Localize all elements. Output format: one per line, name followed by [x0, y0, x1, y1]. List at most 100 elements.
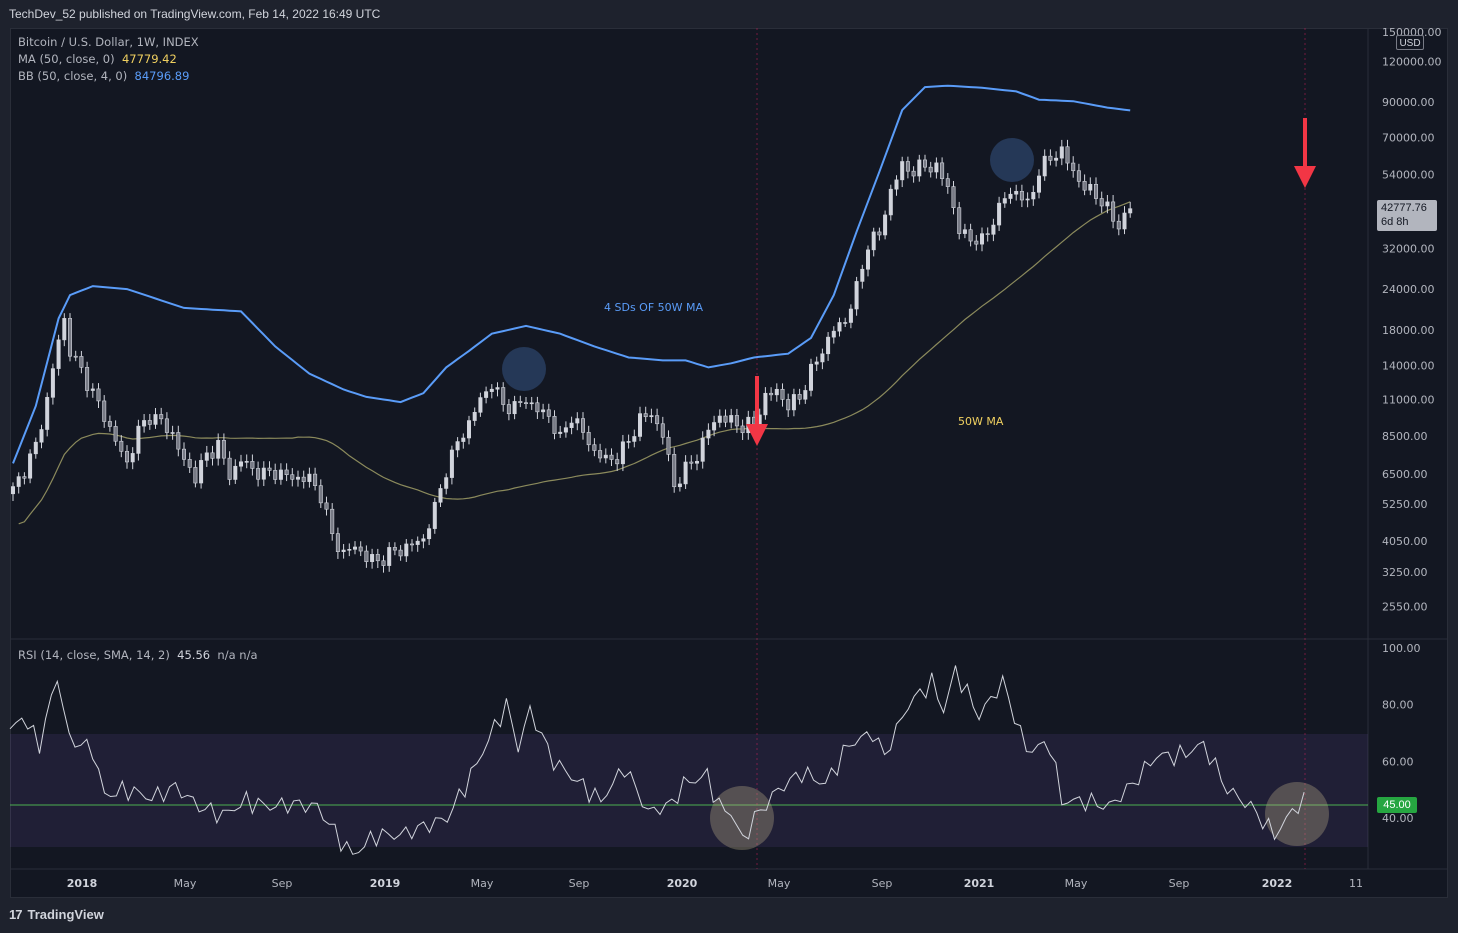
candle-body: [113, 426, 118, 442]
time-tick-label: 11: [1349, 877, 1363, 890]
candle-body: [797, 394, 802, 400]
candle-body: [62, 318, 67, 341]
candle-body: [313, 473, 318, 486]
candle-body: [917, 159, 922, 177]
highlight-circle-2019: [502, 347, 546, 391]
candle-body: [136, 425, 141, 454]
candle-body: [985, 233, 990, 235]
candle-body: [1128, 208, 1133, 214]
candle-body: [997, 202, 1002, 226]
candle-body: [415, 540, 420, 545]
ma-label: MA (50, close, 0): [18, 52, 115, 66]
candle-body: [239, 461, 244, 467]
candle-body: [1059, 146, 1064, 159]
publish-text: TechDev_52 published on TradingView.com,…: [9, 7, 381, 21]
candle-body: [877, 231, 882, 236]
candle-body: [552, 416, 557, 434]
time-tick-label: May: [1065, 877, 1088, 890]
currency-badge[interactable]: USD: [1396, 35, 1424, 50]
candle-body: [427, 528, 432, 540]
candle-body: [615, 459, 620, 465]
candle-body: [1071, 162, 1076, 172]
candle-body: [689, 461, 694, 464]
candle-body: [193, 467, 198, 484]
time-tick-label: 2019: [370, 877, 401, 890]
rsi-tick-label: 40.00: [1382, 812, 1414, 825]
tradingview-logo-icon: 17: [9, 907, 23, 922]
candle-body: [295, 476, 300, 480]
candle-body: [706, 429, 711, 439]
candle-body: [843, 322, 848, 324]
time-tick-label: Sep: [272, 877, 293, 890]
candle-body: [102, 400, 107, 422]
candle-body: [683, 461, 688, 485]
candle-body: [216, 440, 221, 459]
rsi-highlight-circle-2022: [1265, 782, 1329, 846]
candle-body: [717, 415, 722, 423]
candle-body: [860, 268, 865, 282]
candle-body: [643, 413, 648, 418]
candle-body: [461, 437, 466, 442]
chart-frame[interactable]: [10, 28, 1448, 898]
time-axis[interactable]: 2018 May Sep 2019 May Sep 2020 May Sep 2021 May Sep…: [67, 877, 1363, 890]
candle-body: [398, 549, 403, 557]
candle-body: [1105, 201, 1110, 207]
legend-bb[interactable]: BB (50, close, 4, 0) 84796.89: [18, 69, 189, 83]
candle-body: [375, 554, 380, 562]
candle-body: [33, 441, 38, 455]
candle-body: [370, 554, 375, 563]
tradingview-brand[interactable]: 17 TradingView: [9, 907, 104, 922]
candle-body: [814, 361, 819, 365]
candle-body: [307, 473, 312, 482]
rsi-label: RSI (14, close, SMA, 14, 2): [18, 648, 170, 662]
candle-body: [569, 422, 574, 428]
candle-body: [227, 457, 232, 480]
candle-body: [153, 414, 158, 425]
price-axis[interactable]: 150000.00120000.0090000.0070000.0054000.…: [1382, 26, 1442, 613]
highlight-circle-2021: [990, 138, 1034, 182]
time-tick-label: Sep: [1169, 877, 1190, 890]
ma-annotation: 50W MA: [958, 415, 1004, 428]
candle-body: [159, 414, 164, 420]
candle-body: [900, 161, 905, 181]
candle-body: [449, 449, 454, 478]
legend-rsi[interactable]: RSI (14, close, SMA, 14, 2) 45.56 n/a n/…: [18, 648, 258, 662]
candle-body: [284, 469, 289, 476]
candle-body: [598, 450, 603, 459]
candle-body: [221, 440, 226, 459]
candle-body: [888, 188, 893, 216]
candle-body: [147, 420, 152, 425]
candle-body: [854, 281, 859, 310]
candle-body: [11, 486, 16, 495]
candle-body: [90, 388, 95, 391]
candle-body: [865, 249, 870, 270]
candle-body: [575, 418, 580, 424]
candle-body: [535, 402, 540, 413]
legend-symbol[interactable]: Bitcoin / U.S. Dollar, 1W, INDEX: [18, 35, 199, 49]
candle-body: [301, 476, 306, 482]
time-tick-label: 2020: [667, 877, 698, 890]
price-tick-label: 11000.00: [1382, 393, 1435, 406]
candle-body: [957, 207, 962, 234]
candle-body: [1065, 146, 1070, 164]
candle-body: [626, 441, 631, 443]
candle-body: [256, 468, 261, 480]
legend-ma[interactable]: MA (50, close, 0) 47779.42: [18, 52, 177, 66]
rsi-axis[interactable]: 100.00 80.00 60.00 40.00: [1382, 642, 1421, 825]
last-price-value: 42777.76: [1381, 202, 1427, 214]
red-arrow-2022: [1294, 118, 1316, 188]
bb-label: BB (50, close, 4, 0): [18, 69, 128, 83]
candle-body: [261, 467, 266, 480]
candle-body: [1019, 191, 1024, 201]
candle-body: [210, 452, 215, 459]
candle-body: [1076, 170, 1081, 182]
candle-body: [1082, 181, 1087, 191]
time-tick-label: May: [471, 877, 494, 890]
candle-body: [848, 308, 853, 323]
candle-body: [233, 465, 238, 480]
ma-50w-line: [18, 201, 1131, 525]
candle-body: [1094, 183, 1099, 199]
candle-body: [672, 454, 677, 488]
candle-body: [962, 229, 967, 234]
